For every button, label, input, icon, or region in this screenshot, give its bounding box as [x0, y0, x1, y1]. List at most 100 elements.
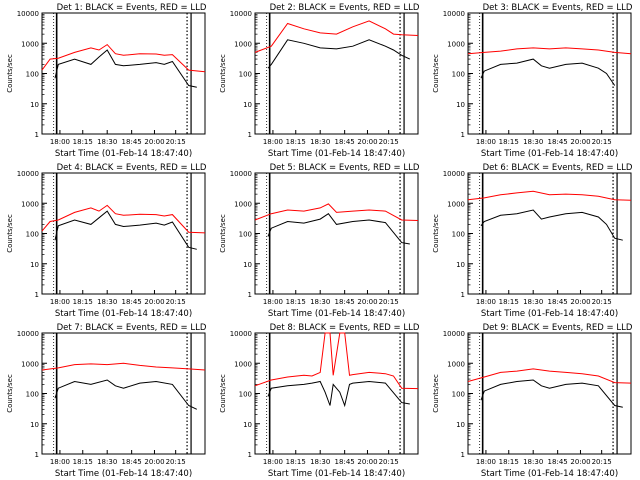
- x-tick-label: 20:00: [570, 138, 590, 146]
- y-tick-label: 10000: [17, 170, 39, 178]
- y-tick-label: 10: [456, 261, 465, 269]
- x-tick-label: 18:00: [50, 298, 70, 306]
- chart-svg: Det 2: BLACK = Events, RED = LLD Counts/s…: [219, 3, 420, 159]
- x-tick-label: 18:00: [263, 298, 283, 306]
- y-tick-label: 100: [452, 231, 465, 239]
- y-axis-label: Counts/sec: [6, 374, 14, 413]
- y-tick-label: 10000: [230, 170, 252, 178]
- x-tick-label: 18:15: [73, 298, 93, 306]
- plot-frame: [41, 332, 206, 455]
- detector-chart-7: Det 7: BLACK = Events, RED = LLD Counts/s…: [0, 320, 213, 480]
- y-tick-label: 1000: [21, 200, 39, 208]
- detector-chart-5: Det 5: BLACK = Events, RED = LLD Counts/s…: [213, 160, 426, 320]
- lld-series-line: [254, 203, 419, 221]
- events-series-line: [54, 379, 198, 410]
- x-axis-label: Start Time (01-Feb-14 18:47:40): [268, 469, 405, 479]
- x-tick-label: 20:00: [570, 458, 590, 466]
- x-tick-label: 20:15: [379, 138, 399, 146]
- y-tick-label: 1000: [447, 360, 465, 368]
- y-tick-label: 100: [26, 391, 39, 399]
- x-tick-label: 18:45: [122, 298, 142, 306]
- detector-chart-2: Det 2: BLACK = Events, RED = LLD Counts/s…: [213, 0, 426, 160]
- x-tick-label: 18:45: [548, 298, 568, 306]
- detector-chart-3: Det 3: BLACK = Events, RED = LLD Counts/s…: [426, 0, 639, 160]
- y-axis-label: Counts/sec: [219, 214, 227, 253]
- chart-title: Det 1: BLACK = Events, RED = LLD: [57, 3, 207, 13]
- y-axis-label: Counts/sec: [432, 374, 440, 413]
- chart-svg: Det 1: BLACK = Events, RED = LLD Counts/s…: [6, 3, 207, 159]
- x-tick-label: 18:30: [310, 298, 330, 306]
- y-tick-label: 10000: [443, 10, 465, 18]
- x-tick-label: 18:30: [523, 138, 543, 146]
- y-tick-label: 100: [239, 71, 252, 79]
- y-tick-label: 10: [456, 101, 465, 109]
- y-tick-label: 10: [243, 421, 252, 429]
- x-tick-label: 18:30: [97, 138, 117, 146]
- events-series-line: [267, 213, 410, 245]
- x-tick-label: 20:00: [144, 298, 164, 306]
- x-tick-label: 18:00: [263, 458, 283, 466]
- y-tick-label: 10000: [443, 170, 465, 178]
- y-tick-label: 10000: [17, 330, 39, 338]
- y-tick-label: 10000: [230, 330, 252, 338]
- y-tick-label: 1000: [447, 40, 465, 48]
- x-tick-label: 18:45: [335, 298, 355, 306]
- x-tick-label: 18:00: [50, 458, 70, 466]
- events-series-line: [267, 39, 411, 69]
- lld-series-line: [41, 362, 206, 371]
- x-tick-label: 18:30: [97, 458, 117, 466]
- x-tick-label: 20:00: [357, 138, 377, 146]
- x-tick-label: 18:30: [97, 298, 117, 306]
- x-axis-label: Start Time (01-Feb-14 18:47:40): [481, 149, 618, 159]
- chart-svg: Det 4: BLACK = Events, RED = LLD Counts/s…: [6, 163, 207, 319]
- lld-series-line: [41, 204, 206, 234]
- events-series-line: [54, 210, 197, 250]
- y-tick-label: 1000: [234, 200, 252, 208]
- detector-chart-1: Det 1: BLACK = Events, RED = LLD Counts/s…: [0, 0, 213, 160]
- y-tick-label: 10: [30, 101, 39, 109]
- x-tick-label: 18:15: [73, 458, 93, 466]
- y-tick-label: 1: [248, 131, 252, 139]
- y-tick-label: 1: [461, 131, 465, 139]
- x-tick-label: 20:00: [144, 458, 164, 466]
- x-tick-label: 20:15: [592, 458, 612, 466]
- y-axis-label: Counts/sec: [6, 214, 14, 253]
- y-tick-label: 100: [239, 391, 252, 399]
- x-tick-label: 18:00: [476, 458, 496, 466]
- x-tick-label: 18:15: [73, 138, 93, 146]
- y-tick-label: 1: [35, 291, 39, 299]
- detector-chart-8: Det 8: BLACK = Events, RED = LLD Counts/s…: [213, 320, 426, 480]
- y-axis-label: Counts/sec: [6, 54, 14, 93]
- lld-series-line: [467, 368, 632, 384]
- plot-frame: [41, 172, 206, 295]
- y-tick-label: 100: [452, 71, 465, 79]
- events-series-line: [267, 380, 410, 408]
- x-axis-label: Start Time (01-Feb-14 18:47:40): [55, 149, 192, 159]
- y-tick-label: 1000: [21, 40, 39, 48]
- x-tick-label: 18:45: [122, 138, 142, 146]
- x-tick-label: 18:00: [476, 298, 496, 306]
- x-tick-label: 20:15: [379, 458, 399, 466]
- chart-svg: Det 9: BLACK = Events, RED = LLD Counts/s…: [432, 323, 633, 479]
- x-tick-label: 18:15: [286, 458, 306, 466]
- chart-svg: Det 6: BLACK = Events, RED = LLD Counts/s…: [432, 163, 633, 319]
- x-tick-label: 20:00: [144, 138, 164, 146]
- detector-chart-4: Det 4: BLACK = Events, RED = LLD Counts/s…: [0, 160, 213, 320]
- plot-frame: [254, 172, 419, 295]
- y-tick-label: 10000: [443, 330, 465, 338]
- y-axis-label: Counts/sec: [219, 54, 227, 93]
- events-series-line: [480, 379, 623, 408]
- y-tick-label: 1000: [447, 200, 465, 208]
- chart-svg: Det 5: BLACK = Events, RED = LLD Counts/s…: [219, 163, 420, 319]
- y-tick-label: 10: [30, 261, 39, 269]
- y-tick-label: 10000: [230, 10, 252, 18]
- y-tick-label: 1000: [234, 360, 252, 368]
- x-tick-label: 20:15: [379, 298, 399, 306]
- y-tick-label: 10: [30, 421, 39, 429]
- y-tick-label: 1: [35, 131, 39, 139]
- x-tick-label: 18:15: [286, 138, 306, 146]
- x-tick-label: 18:15: [499, 138, 519, 146]
- chart-title: Det 6: BLACK = Events, RED = LLD: [483, 163, 633, 173]
- events-series-line: [54, 49, 197, 88]
- y-tick-label: 1: [461, 291, 465, 299]
